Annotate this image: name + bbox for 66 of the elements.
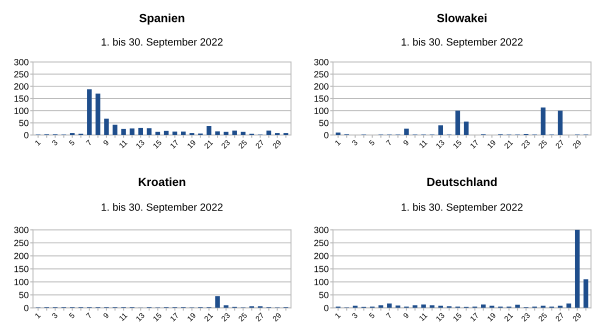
y-tick-label: 50 <box>19 120 28 126</box>
bar <box>336 132 340 136</box>
y-tick-label: 150 <box>314 266 328 272</box>
bar <box>224 132 228 136</box>
bar <box>181 132 186 136</box>
y-tick-label: 250 <box>14 240 28 246</box>
y-tick-label: 300 <box>14 226 28 234</box>
y-tick-label: 100 <box>14 278 28 286</box>
y-tick-label: 50 <box>319 292 328 298</box>
chart-title: Deutschland <box>427 177 497 186</box>
bar <box>464 122 469 136</box>
bar <box>584 279 588 308</box>
y-tick-label: 150 <box>14 266 28 272</box>
bar <box>215 131 220 136</box>
y-tick-label: 300 <box>14 58 28 66</box>
y-tick-label: 200 <box>14 252 28 260</box>
y-tick-label: 50 <box>19 292 28 298</box>
y-tick-label: 50 <box>319 120 328 126</box>
bar <box>112 124 118 136</box>
bar <box>438 125 443 136</box>
y-tick-label: 250 <box>14 71 28 78</box>
y-tick-label: 100 <box>14 108 28 114</box>
y-tick-label: 300 <box>314 58 328 66</box>
y-tick-label: 150 <box>14 95 28 102</box>
bar <box>540 107 546 136</box>
bar <box>455 110 460 136</box>
chart-subtitle: 1. bis 30. September 2022 <box>102 203 223 213</box>
chart-title: Kroatien <box>138 177 186 186</box>
y-tick-label: 200 <box>314 252 328 260</box>
bar <box>164 130 169 136</box>
chart-subtitle: 1. bis 30. September 2022 <box>402 38 523 48</box>
bar <box>232 130 237 136</box>
y-tick-label: 0 <box>24 304 28 312</box>
y-tick-label: 200 <box>14 83 28 90</box>
chart-title: Spanien <box>139 14 184 25</box>
bar <box>130 128 134 136</box>
y-tick-label: 100 <box>314 108 328 114</box>
y-tick-label: 250 <box>314 71 328 78</box>
chart-title: Slowakei <box>437 14 486 22</box>
bar <box>558 110 563 136</box>
y-tick-label: 300 <box>314 226 328 234</box>
bar <box>87 89 92 136</box>
bar <box>155 132 160 136</box>
bar <box>404 128 409 136</box>
bar <box>215 296 220 308</box>
bar <box>206 126 212 136</box>
y-tick-label: 0 <box>324 132 328 138</box>
bar <box>421 304 426 308</box>
chart-subtitle: 1. bis 30. September 2022 <box>402 203 523 213</box>
y-tick-label: 150 <box>314 95 328 102</box>
bar <box>121 128 126 136</box>
bar <box>96 94 100 136</box>
bar <box>574 230 580 308</box>
y-tick-label: 200 <box>314 83 328 90</box>
bar <box>266 130 272 136</box>
y-tick-label: 100 <box>314 278 328 286</box>
bar <box>104 118 109 136</box>
bar <box>240 132 246 136</box>
y-tick-label: 0 <box>24 132 28 138</box>
bar <box>138 128 143 136</box>
y-tick-label: 250 <box>314 240 328 246</box>
y-tick-label: 0 <box>324 304 328 312</box>
bar <box>146 128 152 136</box>
bar <box>515 304 520 308</box>
bar <box>172 132 178 136</box>
chart-subtitle: 1. bis 30. September 2022 <box>102 38 223 48</box>
